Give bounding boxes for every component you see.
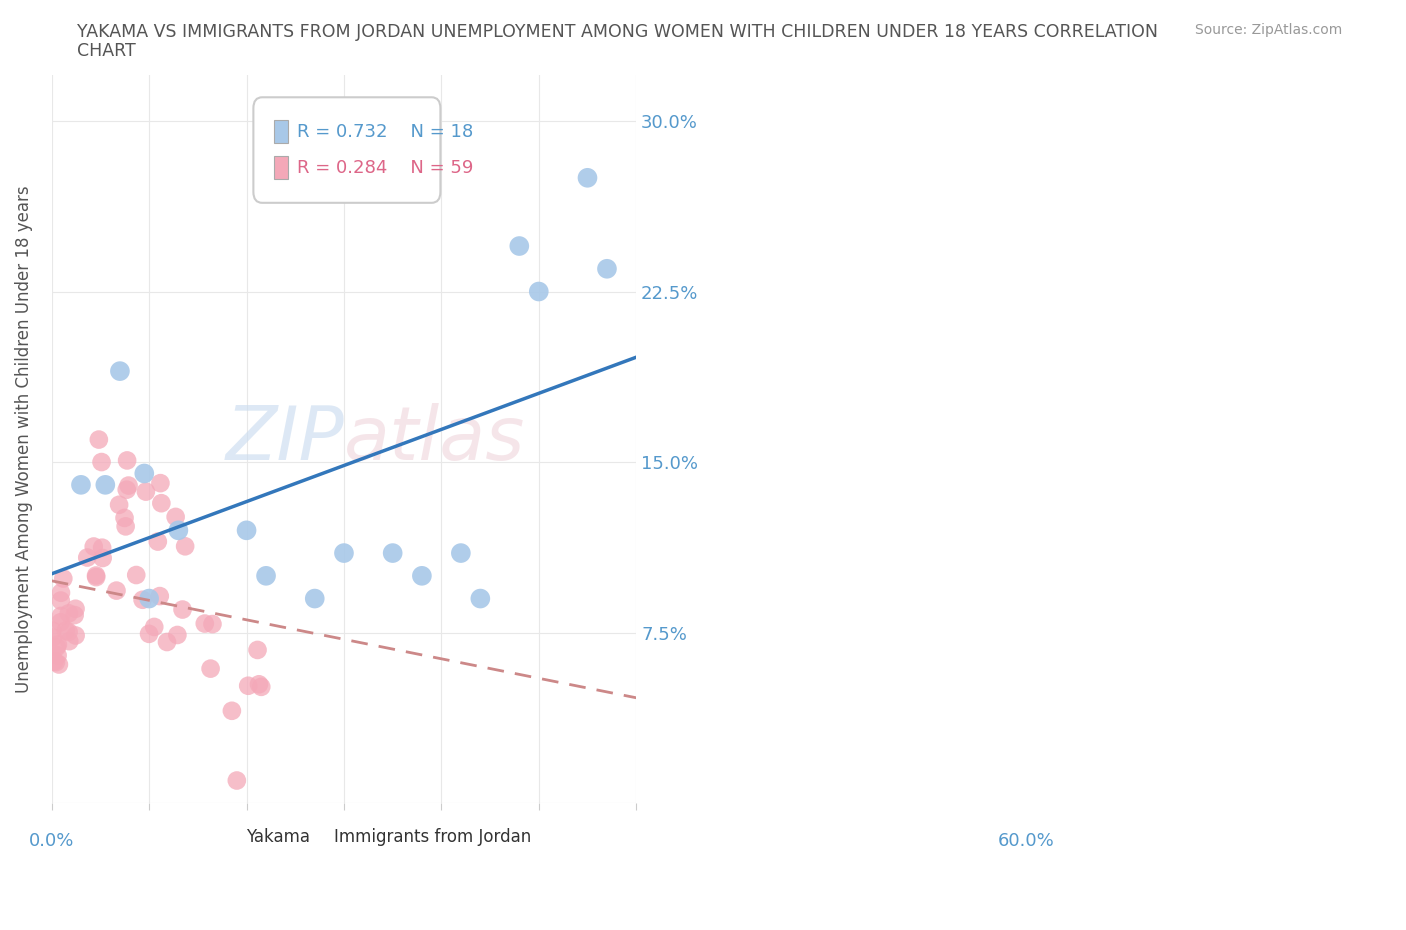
- Point: [166, 628, 188, 643]
- Point: [49, 593, 72, 608]
- Point: [76, 551, 98, 565]
- Bar: [231, 829, 243, 844]
- Point: [45, 655, 67, 670]
- Point: [65, 628, 87, 643]
- Point: [254, 568, 277, 583]
- Point: [138, 627, 160, 642]
- Point: [48, 658, 70, 672]
- Text: CHART: CHART: [77, 42, 136, 60]
- Point: [49, 585, 72, 600]
- Point: [58, 606, 80, 621]
- Text: Source: ZipAtlas.com: Source: ZipAtlas.com: [1195, 23, 1343, 37]
- Point: [94, 477, 117, 492]
- Point: [381, 546, 404, 561]
- Point: [194, 616, 217, 631]
- Point: [52, 571, 75, 586]
- Text: 0.0%: 0.0%: [30, 832, 75, 850]
- Point: [225, 773, 247, 788]
- Point: [150, 496, 173, 511]
- Point: [596, 261, 619, 276]
- Point: [70, 477, 93, 492]
- Point: [83, 539, 105, 554]
- Point: [84, 568, 107, 583]
- Text: atlas: atlas: [344, 404, 526, 475]
- Point: [58, 625, 80, 640]
- Bar: [318, 829, 330, 844]
- Point: [200, 661, 222, 676]
- Point: [333, 546, 356, 561]
- Text: R = 0.284    N = 59: R = 0.284 N = 59: [297, 159, 474, 177]
- Point: [246, 643, 269, 658]
- Point: [125, 567, 148, 582]
- Point: [143, 619, 166, 634]
- Point: [450, 546, 472, 561]
- FancyBboxPatch shape: [253, 98, 440, 203]
- Point: [527, 284, 550, 299]
- Point: [90, 455, 112, 470]
- Point: [44, 654, 66, 669]
- Point: [114, 519, 136, 534]
- Bar: [274, 156, 288, 179]
- Point: [172, 602, 194, 617]
- Point: [115, 483, 138, 498]
- Point: [221, 703, 243, 718]
- Point: [131, 592, 153, 607]
- Point: [105, 583, 128, 598]
- Point: [91, 551, 114, 565]
- Point: [250, 680, 273, 695]
- Point: [91, 540, 114, 555]
- Point: [84, 570, 107, 585]
- Point: [167, 523, 190, 538]
- Point: [247, 677, 270, 692]
- Point: [156, 634, 179, 649]
- Point: [165, 510, 187, 525]
- Point: [146, 534, 169, 549]
- Point: [149, 476, 172, 491]
- Point: [65, 602, 87, 617]
- Bar: [274, 120, 288, 143]
- Text: ZIP: ZIP: [225, 404, 344, 475]
- Point: [235, 523, 257, 538]
- Point: [58, 633, 80, 648]
- Text: Yakama: Yakama: [246, 828, 311, 845]
- Point: [117, 478, 139, 493]
- Point: [55, 623, 77, 638]
- Point: [304, 591, 326, 606]
- Point: [108, 364, 131, 379]
- Point: [108, 498, 131, 512]
- Text: R = 0.732    N = 18: R = 0.732 N = 18: [297, 123, 474, 140]
- Point: [115, 453, 138, 468]
- Point: [49, 615, 72, 630]
- Point: [45, 640, 67, 655]
- Point: [576, 170, 599, 185]
- Point: [238, 678, 260, 693]
- Text: Immigrants from Jordan: Immigrants from Jordan: [335, 828, 531, 845]
- Point: [134, 466, 156, 481]
- Point: [49, 608, 72, 623]
- Point: [201, 617, 224, 631]
- Point: [508, 239, 530, 254]
- Text: 60.0%: 60.0%: [997, 832, 1054, 850]
- Point: [411, 568, 433, 583]
- Point: [138, 591, 160, 606]
- Point: [63, 607, 86, 622]
- Text: YAKAMA VS IMMIGRANTS FROM JORDAN UNEMPLOYMENT AMONG WOMEN WITH CHILDREN UNDER 18: YAKAMA VS IMMIGRANTS FROM JORDAN UNEMPLO…: [77, 23, 1159, 41]
- Point: [135, 485, 157, 499]
- Point: [46, 648, 69, 663]
- Point: [46, 637, 69, 652]
- Point: [42, 630, 65, 644]
- Point: [470, 591, 492, 606]
- Point: [114, 511, 136, 525]
- Point: [149, 589, 172, 604]
- Y-axis label: Unemployment Among Women with Children Under 18 years: Unemployment Among Women with Children U…: [15, 186, 32, 693]
- Point: [87, 432, 110, 447]
- Point: [41, 623, 63, 638]
- Point: [174, 538, 197, 553]
